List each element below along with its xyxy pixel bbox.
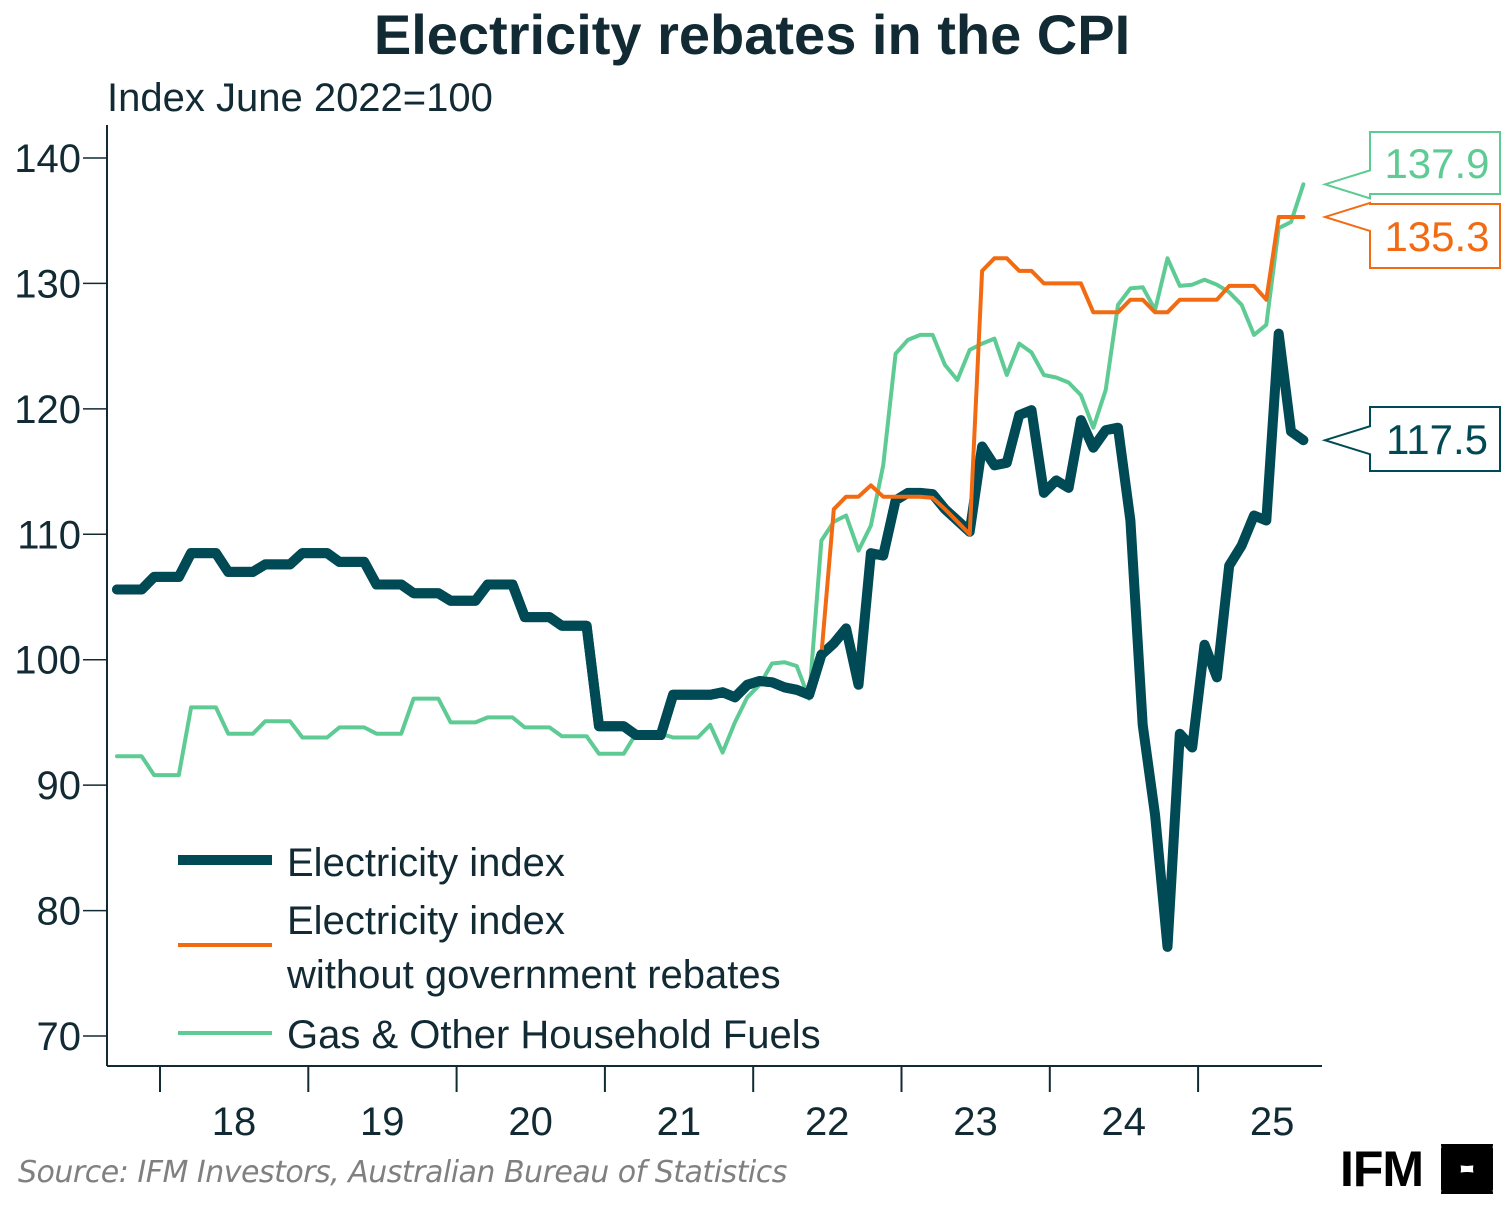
y-tick-label: 140 <box>14 137 81 181</box>
y-tick-label: 120 <box>14 388 81 432</box>
series-line-gas-household-fuels <box>115 182 1306 778</box>
end-value-callout <box>1321 131 1501 200</box>
source-note: Source: IFM Investors, Australian Bureau… <box>18 1155 787 1190</box>
legend: Electricity index Electricity index withou… <box>178 841 821 1057</box>
x-tick-label: 23 <box>953 1100 998 1144</box>
end-value-label: 117.5 <box>1386 416 1488 463</box>
logo-text: IFM <box>1340 1141 1424 1197</box>
y-tick-label: 130 <box>14 262 81 306</box>
end-value-callout <box>1321 406 1501 472</box>
x-tick-label: 25 <box>1250 1100 1295 1144</box>
legend-label: Electricity index <box>287 899 565 943</box>
legend-label: without government rebates <box>286 953 781 997</box>
end-value-label: 137.9 <box>1384 140 1489 187</box>
legend-label: Gas & Other Household Fuels <box>287 1013 821 1057</box>
x-tick-label: 24 <box>1102 1100 1147 1144</box>
y-axis-unit-label: Index June 2022=100 <box>107 76 493 120</box>
y-tick-label: 100 <box>14 639 81 683</box>
x-tick-label: 22 <box>805 1100 850 1144</box>
y-tick-label: 110 <box>17 513 81 557</box>
ifm-logo: IFM <box>1340 1140 1497 1198</box>
legend-item: Electricity index <box>178 841 565 885</box>
end-labels: 137.9 135.3 117.5 <box>1321 131 1501 472</box>
y-tick-label: 90 <box>37 764 82 808</box>
chart-title: Electricity rebates in the CPI <box>373 3 1131 66</box>
y-tick-label: 70 <box>37 1015 82 1059</box>
end-value-label: 135.3 <box>1384 213 1489 260</box>
legend-label: Electricity index <box>287 841 565 885</box>
series-line-electricity-index-overlay <box>112 548 827 740</box>
y-tick-label: 80 <box>37 890 82 934</box>
x-tick-label: 21 <box>657 1100 702 1144</box>
axes: 70 80 90 100 110 120 130 140 18 19 20 21 22 23 24 25 <box>14 125 1322 1144</box>
end-value-callout <box>1321 201 1501 269</box>
series-layer <box>112 182 1309 952</box>
x-tick-label: 20 <box>508 1100 553 1144</box>
legend-item: Gas & Other Household Fuels <box>178 1013 821 1057</box>
x-tick-label: 19 <box>360 1100 405 1144</box>
legend-item: Electricity index without government reba… <box>178 899 781 997</box>
x-tick-label: 18 <box>212 1100 257 1144</box>
ifm-logo-mark-icon <box>1441 1144 1494 1194</box>
